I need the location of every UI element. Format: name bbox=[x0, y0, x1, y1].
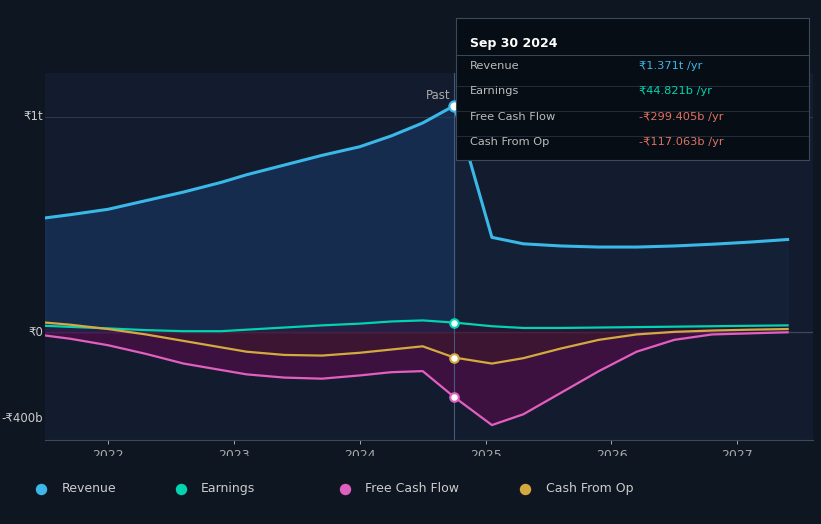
Point bbox=[447, 319, 461, 327]
Point bbox=[338, 484, 351, 493]
Text: Free Cash Flow: Free Cash Flow bbox=[470, 112, 555, 122]
Text: Free Cash Flow: Free Cash Flow bbox=[365, 482, 459, 495]
Text: -₹117.063b /yr: -₹117.063b /yr bbox=[640, 137, 724, 147]
Point bbox=[447, 353, 461, 362]
Text: ₹1t: ₹1t bbox=[23, 110, 43, 123]
Point bbox=[34, 484, 48, 493]
Text: ₹0: ₹0 bbox=[28, 326, 43, 339]
Point bbox=[519, 484, 532, 493]
Text: Earnings: Earnings bbox=[470, 86, 519, 96]
Text: Sep 30 2024: Sep 30 2024 bbox=[470, 37, 557, 50]
Text: Past: Past bbox=[425, 89, 450, 102]
Text: ₹1.371t /yr: ₹1.371t /yr bbox=[640, 61, 703, 71]
Text: Analysts Forecasts: Analysts Forecasts bbox=[458, 89, 568, 102]
Point bbox=[174, 484, 187, 493]
Point bbox=[447, 393, 461, 401]
Text: -₹400b: -₹400b bbox=[1, 412, 43, 425]
Text: Revenue: Revenue bbox=[470, 61, 520, 71]
Text: Cash From Op: Cash From Op bbox=[470, 137, 549, 147]
Point bbox=[447, 102, 461, 110]
Text: ₹44.821b /yr: ₹44.821b /yr bbox=[640, 86, 713, 96]
Text: Cash From Op: Cash From Op bbox=[546, 482, 634, 495]
Text: Revenue: Revenue bbox=[62, 482, 117, 495]
Text: Earnings: Earnings bbox=[201, 482, 255, 495]
Text: -₹299.405b /yr: -₹299.405b /yr bbox=[640, 112, 724, 122]
